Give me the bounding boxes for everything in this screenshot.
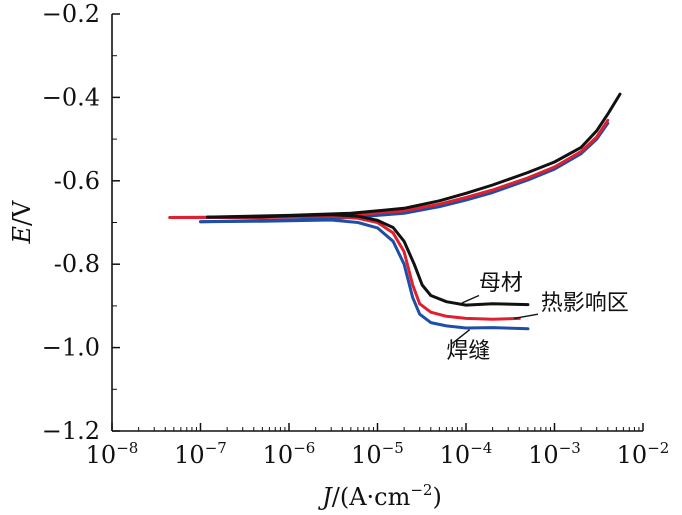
- annotation-leader-line: [514, 313, 539, 320]
- x-tick-label: 10−4: [440, 439, 493, 469]
- annotation-leader-line: [451, 329, 471, 344]
- y-tick-label: −1.2: [42, 417, 100, 445]
- y-axis-var: E: [8, 225, 36, 244]
- x-ticks: 10−8 10−7 10−6 10−5 10−4 10−3 10−2: [86, 423, 670, 469]
- annotation-label: 热影响区: [541, 291, 629, 316]
- y-tick-label: −0.4: [42, 83, 100, 111]
- series-母材: [206, 92, 622, 307]
- anodic-branch-line: [206, 92, 622, 219]
- x-tick-label: 10−5: [351, 439, 404, 469]
- annotation-label: 母材: [479, 271, 523, 296]
- y-tick-label: -0.8: [54, 250, 100, 278]
- anodic-branch-line: [168, 118, 610, 219]
- x-tick-label: 10−6: [263, 439, 316, 469]
- x-axis-var: J: [317, 483, 333, 511]
- x-axis-unit-exp: −2: [410, 481, 432, 499]
- x-tick-label: 10−2: [617, 439, 670, 469]
- x-axis-unit: /(A·cm: [332, 483, 411, 511]
- y-axis-unit: /V: [8, 200, 36, 226]
- y-ticks: −0.2 −0.4 -0.6 -0.8 −1.0 −1.2: [42, 0, 120, 445]
- x-axis-label: J/(A·cm−2): [317, 481, 442, 511]
- y-tick-label: −1.0: [42, 334, 100, 362]
- annotation-leader-line: [461, 294, 480, 304]
- y-axis-label: E/V: [8, 200, 36, 245]
- x-axis-unit-close: ): [432, 483, 441, 511]
- y-tick-label: −0.2: [42, 0, 100, 28]
- x-tick-label: 10−3: [528, 439, 581, 469]
- y-tick-label: -0.6: [54, 167, 100, 195]
- annotation-label: 焊缝: [446, 339, 490, 364]
- x-tick-label: 10−8: [86, 439, 139, 469]
- series-layer: [168, 92, 622, 331]
- x-tick-label: 10−7: [174, 439, 227, 469]
